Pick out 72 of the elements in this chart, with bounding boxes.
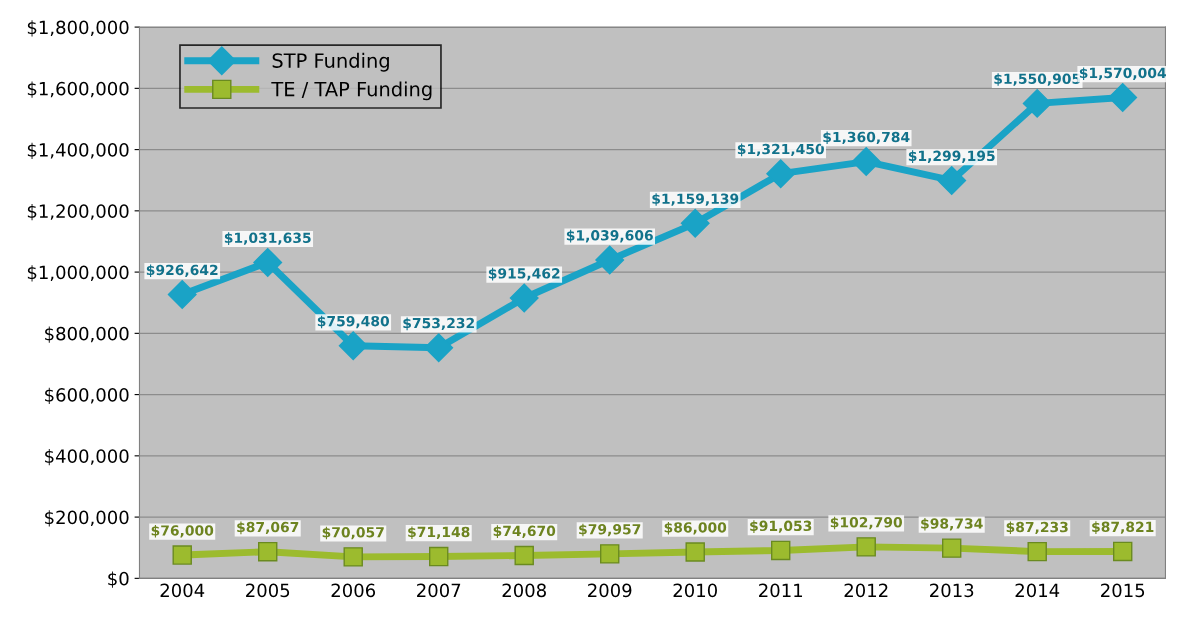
data-label: $71,148: [408, 526, 470, 540]
data-label: $926,642: [146, 264, 218, 278]
point: [937, 166, 967, 195]
x-tick-label: 2011: [759, 583, 803, 598]
x-tick-label: 2015: [1101, 583, 1145, 598]
legend-label: TE / TAP Funding: [271, 81, 432, 101]
point: [941, 538, 962, 558]
data-label: $1,550,905: [994, 73, 1081, 86]
y-tick-label: $0: [108, 571, 129, 588]
data-label: $1,299,195: [908, 150, 995, 163]
data-label: $86,000: [664, 521, 727, 535]
y-tick-label: $400,000: [45, 448, 129, 466]
data-label: $1,570,004: [1079, 67, 1166, 81]
data-label: $102,790: [830, 516, 903, 530]
y-tick-label: $200,000: [45, 510, 129, 527]
x-tick-label: 2007: [417, 583, 461, 598]
x-tick-label: 2005: [246, 583, 290, 598]
y-tick-label: $1,400,000: [27, 142, 129, 160]
point: [172, 545, 192, 565]
x-tick-label: 2004: [160, 583, 205, 598]
data-label: $915,462: [488, 267, 560, 281]
point: [856, 537, 876, 557]
data-label: $76,000: [151, 524, 214, 538]
point: [770, 540, 791, 561]
data-label: $759,480: [317, 315, 390, 329]
data-label: $74,670: [493, 525, 556, 538]
data-label: $87,233: [1006, 521, 1068, 535]
y-tick-label: $1,600,000: [27, 81, 129, 98]
data-label: $87,821: [1092, 521, 1154, 534]
y-tick-label: $600,000: [45, 387, 129, 405]
point: [1022, 88, 1052, 118]
point: [1112, 541, 1133, 562]
data-label: $1,039,606: [566, 229, 653, 243]
data-label: $87,067: [237, 521, 299, 535]
point: [424, 333, 454, 363]
y-tick-label: $1,800,000: [27, 20, 129, 37]
point: [258, 541, 278, 562]
point: [766, 159, 796, 189]
point: [509, 283, 539, 313]
point: [595, 245, 625, 275]
x-tick-label: 2006: [331, 583, 376, 598]
y-tick-label: $1,200,000: [27, 203, 129, 221]
data-label: $753,232: [403, 317, 474, 331]
y-tick-label: $800,000: [45, 326, 129, 343]
y-tick-label: $1,000,000: [27, 265, 129, 282]
point: [167, 280, 197, 309]
data-label: $79,957: [579, 523, 641, 537]
point: [338, 331, 368, 361]
point: [253, 247, 283, 277]
point: [1027, 541, 1047, 562]
point: [343, 547, 363, 567]
data-label: $1,360,784: [823, 131, 910, 145]
point: [428, 546, 449, 567]
data-label: $70,057: [322, 526, 384, 540]
x-tick-label: 2008: [502, 583, 546, 598]
point: [680, 208, 710, 238]
legend-label: STP Funding: [272, 52, 389, 72]
point: [685, 542, 705, 562]
data-label: $91,053: [750, 520, 812, 533]
data-label: $98,734: [921, 517, 983, 531]
point: [1108, 83, 1138, 112]
x-tick-label: 2009: [588, 583, 632, 598]
point: [514, 545, 534, 566]
data-label: $1,031,635: [224, 232, 311, 245]
x-tick-label: 2014: [1015, 583, 1060, 598]
point: [599, 544, 620, 564]
data-label: $1,321,450: [737, 143, 824, 157]
x-tick-label: 2012: [844, 583, 888, 598]
x-tick-label: 2013: [930, 583, 974, 598]
x-tick-label: 2010: [673, 583, 717, 598]
point: [851, 147, 881, 177]
data-label: $1,159,139: [652, 193, 739, 206]
